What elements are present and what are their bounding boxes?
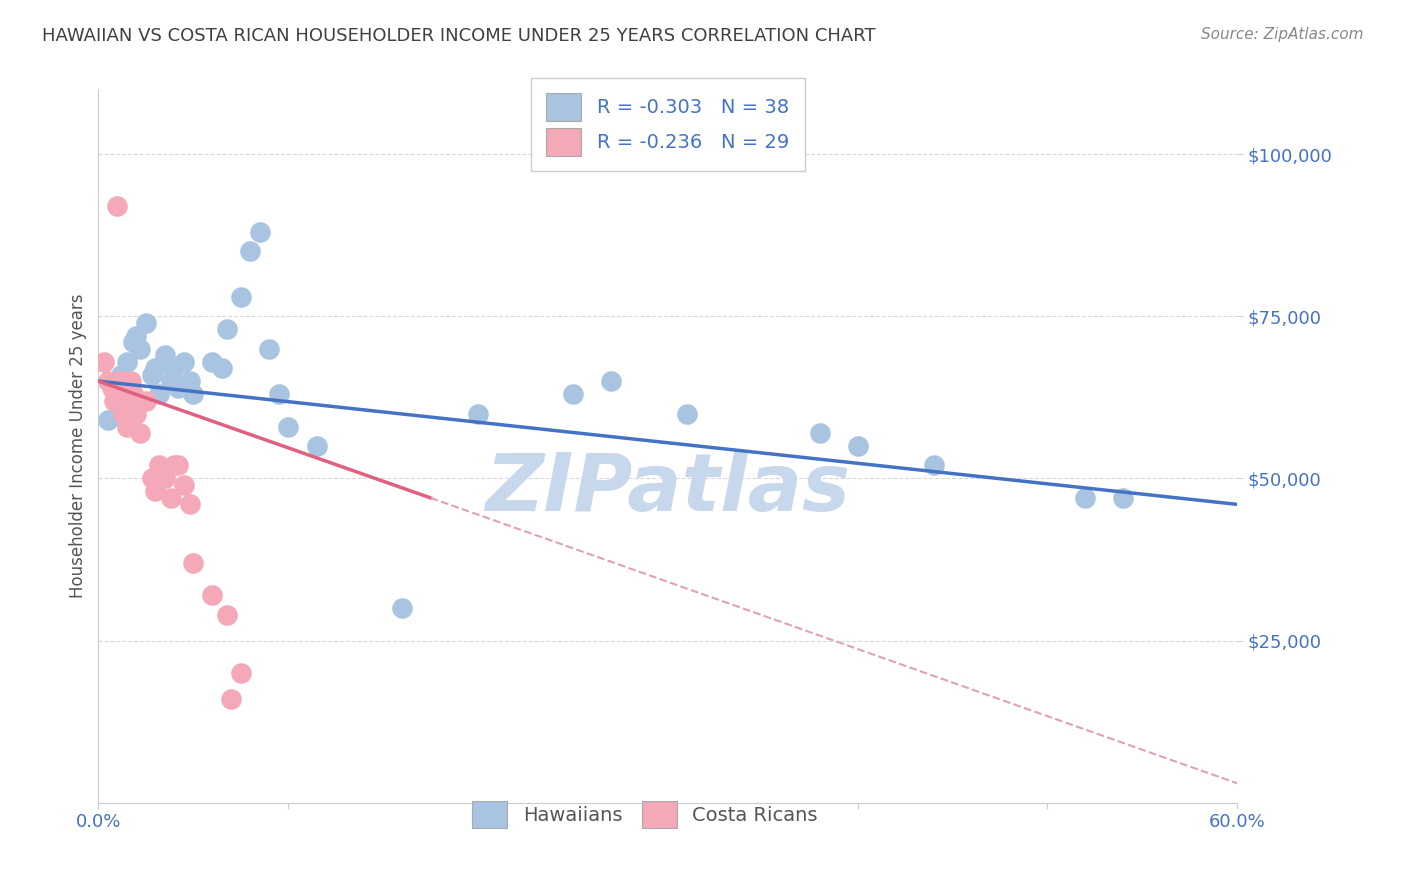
Point [115,354,138,368]
Point [97,374,120,388]
Point [110,374,132,388]
Point [148,387,170,401]
Point [145,361,167,376]
Y-axis label: Householder Income Under 25 years: Householder Income Under 25 years [69,293,87,599]
Point [229,666,252,681]
Point [305,439,328,453]
Point [121,335,143,350]
Point [239,244,262,259]
Point [167,458,190,473]
Point [179,497,201,511]
Point [141,471,163,485]
Point [1112,491,1135,505]
Point [201,588,224,602]
Point [201,354,224,368]
Point [129,425,152,440]
Point [173,478,195,492]
Point [135,316,157,330]
Point [107,387,129,401]
Point [125,328,148,343]
Point [221,692,243,706]
Point [121,387,143,401]
Point [145,484,167,499]
Point [103,393,125,408]
Point [211,361,233,376]
Point [217,607,239,622]
Point [107,381,129,395]
Point [183,387,205,401]
Point [141,368,163,382]
Point [93,354,115,368]
Point [153,471,176,485]
Text: ZIPatlas: ZIPatlas [485,450,851,528]
Point [259,342,281,356]
Point [112,407,135,421]
Point [922,458,945,473]
Text: Source: ZipAtlas.com: Source: ZipAtlas.com [1201,27,1364,42]
Point [267,387,290,401]
Point [676,407,699,421]
Point [153,348,176,362]
Point [159,374,181,388]
Point [467,407,489,421]
Point [125,407,148,421]
Point [110,368,132,382]
Point [846,439,869,453]
Point [167,381,190,395]
Point [808,425,831,440]
Point [120,374,142,388]
Point [159,491,181,505]
Point [107,199,129,213]
Point [277,419,299,434]
Point [100,381,122,395]
Point [217,322,239,336]
Legend: Hawaiians, Costa Ricans: Hawaiians, Costa Ricans [464,793,825,836]
Text: HAWAIIAN VS COSTA RICAN HOUSEHOLDER INCOME UNDER 25 YEARS CORRELATION CHART: HAWAIIAN VS COSTA RICAN HOUSEHOLDER INCO… [42,27,876,45]
Point [129,342,152,356]
Point [97,413,120,427]
Point [1074,491,1097,505]
Point [173,354,195,368]
Point [249,225,271,239]
Point [115,419,138,434]
Point [600,374,623,388]
Point [163,458,186,473]
Point [562,387,585,401]
Point [163,361,186,376]
Point [148,458,170,473]
Point [179,374,201,388]
Point [183,556,205,570]
Point [229,290,252,304]
Point [135,393,157,408]
Point [115,393,138,408]
Point [391,601,413,615]
